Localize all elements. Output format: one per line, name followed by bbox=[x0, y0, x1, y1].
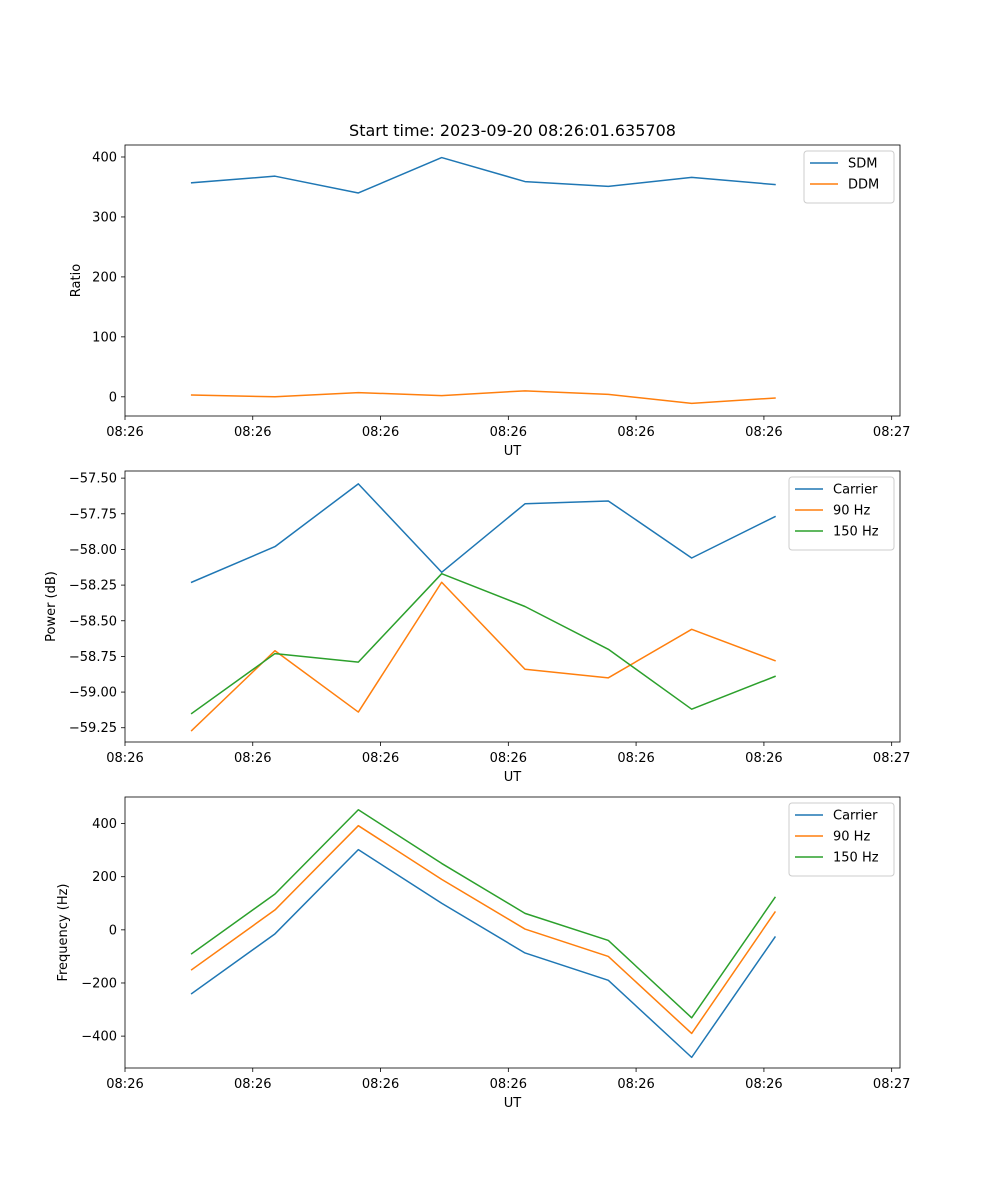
x-tick-label: 08:26 bbox=[617, 1077, 654, 1092]
y-tick-label: 200 bbox=[92, 270, 117, 285]
y-tick-label: 100 bbox=[92, 330, 117, 345]
x-tick-label: 08:26 bbox=[362, 751, 399, 766]
y-tick-label: 0 bbox=[109, 390, 117, 405]
y-tick-label: −200 bbox=[81, 976, 117, 991]
x-tick-label: 08:26 bbox=[362, 425, 399, 440]
x-tick-label: 08:26 bbox=[617, 425, 654, 440]
series-line-carrier bbox=[190, 483, 777, 584]
series-line-150-hz bbox=[190, 809, 777, 1019]
subplot-frequency: 08:26 08:26 08:26 08:26 08:26 08:26 08:27 −400 −… bbox=[56, 796, 910, 1111]
x-tick-label: 08:26 bbox=[106, 425, 143, 440]
x-axis-label: UT bbox=[504, 444, 522, 459]
y-tick-label: −59.25 bbox=[69, 721, 117, 736]
legend: Carrier 90 Hz 150 Hz bbox=[788, 476, 895, 551]
legend-label: SDM bbox=[848, 157, 877, 172]
x-tick-label: 08:26 bbox=[745, 1077, 782, 1092]
axes-frame bbox=[124, 796, 901, 1069]
series-line-ddm bbox=[190, 390, 776, 405]
series-line-carrier bbox=[190, 848, 777, 1059]
x-tick-label: 08:26 bbox=[490, 425, 527, 440]
y-tick-label: −400 bbox=[81, 1030, 117, 1045]
y-axis-label: Frequency (Hz) bbox=[56, 883, 71, 981]
x-tick-label: 08:26 bbox=[106, 1077, 143, 1092]
x-axis-label: UT bbox=[504, 1096, 522, 1111]
y-axis-label: Ratio bbox=[69, 264, 84, 297]
x-tick-label: 08:26 bbox=[234, 425, 271, 440]
y-tick-label: −57.75 bbox=[69, 507, 117, 522]
legend: Carrier 90 Hz 150 Hz bbox=[788, 802, 895, 877]
legend: SDM DDM bbox=[803, 150, 895, 204]
series-line-150-hz bbox=[190, 572, 776, 715]
y-tick-label: 200 bbox=[92, 870, 117, 885]
legend-label: 150 Hz bbox=[833, 851, 879, 866]
y-tick-label: −59.00 bbox=[69, 686, 117, 701]
series-line-sdm bbox=[190, 156, 776, 194]
y-tick-label: 0 bbox=[109, 923, 117, 938]
x-tick-label: 08:27 bbox=[873, 1077, 910, 1092]
legend-label: 90 Hz bbox=[833, 504, 870, 519]
x-tick-label: 08:26 bbox=[490, 751, 527, 766]
subplot-power: 08:26 08:26 08:26 08:26 08:26 08:26 08:27 −57.5… bbox=[44, 470, 910, 785]
series-line-90-hz bbox=[190, 581, 776, 732]
y-tick-label: 400 bbox=[92, 150, 117, 165]
subplot-ratio: 08:26 08:26 08:26 08:26 08:26 08:26 08:27 0 100 2… bbox=[69, 144, 910, 459]
x-tick-label: 08:26 bbox=[617, 751, 654, 766]
x-tick-label: 08:26 bbox=[362, 1077, 399, 1092]
y-tick-label: −57.50 bbox=[69, 472, 117, 487]
figure-title: Start time: 2023-09-20 08:26:01.635708 bbox=[349, 121, 676, 140]
legend-label: 90 Hz bbox=[833, 830, 870, 845]
y-tick-label: −58.00 bbox=[69, 543, 117, 558]
y-tick-label: −58.75 bbox=[69, 650, 117, 665]
y-tick-label: −58.50 bbox=[69, 614, 117, 629]
x-tick-label: 08:26 bbox=[234, 1077, 271, 1092]
legend-label: Carrier bbox=[833, 809, 878, 824]
x-tick-label: 08:27 bbox=[873, 751, 910, 766]
x-tick-label: 08:26 bbox=[745, 751, 782, 766]
x-tick-label: 08:27 bbox=[873, 425, 910, 440]
series-line-90-hz bbox=[190, 824, 777, 1035]
x-tick-label: 08:26 bbox=[745, 425, 782, 440]
y-tick-label: 400 bbox=[92, 817, 117, 832]
legend-label: 150 Hz bbox=[833, 525, 879, 540]
x-tick-label: 08:26 bbox=[490, 1077, 527, 1092]
y-axis-label: Power (dB) bbox=[44, 571, 59, 642]
axes-frame bbox=[124, 144, 901, 417]
legend-label: Carrier bbox=[833, 483, 878, 498]
axes-frame bbox=[124, 470, 901, 743]
x-axis-label: UT bbox=[504, 770, 522, 785]
legend-box bbox=[803, 150, 895, 204]
legend-label: DDM bbox=[848, 178, 879, 193]
y-tick-label: 300 bbox=[92, 210, 117, 225]
x-tick-label: 08:26 bbox=[234, 751, 271, 766]
y-tick-label: −58.25 bbox=[69, 579, 117, 594]
x-tick-label: 08:26 bbox=[106, 751, 143, 766]
